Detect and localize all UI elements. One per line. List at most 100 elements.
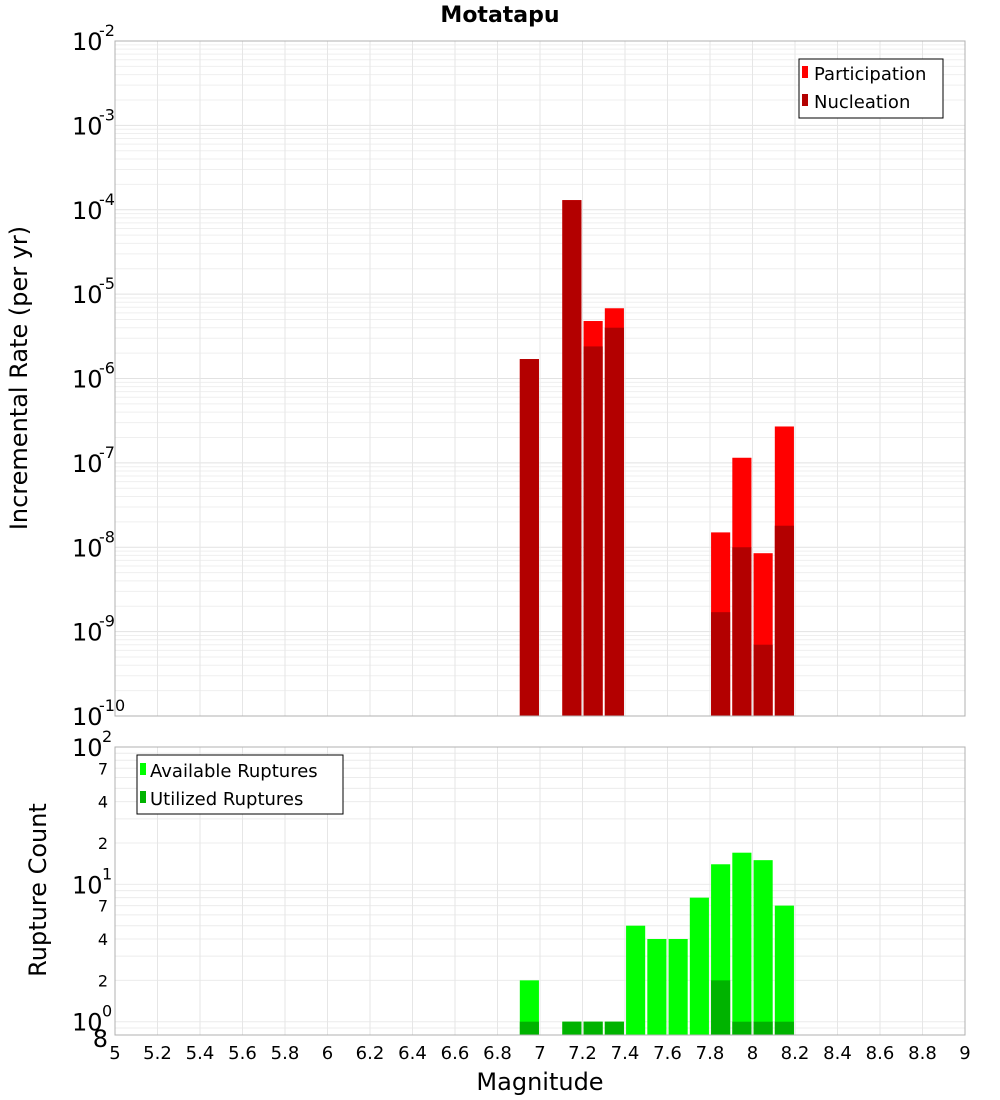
y-tick-exponent: -10: [99, 696, 125, 715]
bottom-plot-border: [114, 746, 966, 1036]
y-tick-exponent: -6: [99, 359, 115, 378]
legend-label-participation: Participation: [814, 64, 926, 85]
x-tick-label: 7.2: [568, 1043, 597, 1064]
y-tick-base: 10: [72, 871, 103, 899]
x-tick-label: 6.4: [398, 1043, 427, 1064]
y-tick-base: 10: [72, 197, 103, 225]
top-y-tick-label: 10-3: [72, 105, 115, 140]
bar-utilized-ruptures-m6.95: [519, 1021, 539, 1035]
bar-nucleation-m7.15: [562, 200, 582, 716]
bar-nucleation-m7.95: [732, 547, 752, 716]
legend-swatch-available: [140, 763, 146, 775]
y-tick-base: 10: [72, 366, 103, 394]
y-tick-minor-label: 7: [98, 897, 108, 916]
bar-available-ruptures-m7.45: [626, 925, 646, 1035]
x-tick-label: 8.4: [823, 1043, 852, 1064]
y-tick-base: 10: [72, 1009, 103, 1037]
top-y-tick-label: 10-2: [72, 21, 115, 56]
y-tick-exponent: 0: [102, 1002, 112, 1021]
top-y-tick-label: 10-10: [72, 696, 125, 731]
legend-swatch-nucleation: [802, 94, 808, 106]
bar-available-ruptures-m8.05: [753, 860, 773, 1035]
x-tick-label: 7: [534, 1043, 545, 1064]
bar-nucleation-m8.15: [774, 525, 794, 716]
top-y-axis-label: Incremental Rate (per yr): [5, 226, 33, 530]
bottom-y-tick-label: 8: [93, 1025, 108, 1053]
y-tick-exponent: -4: [99, 190, 115, 209]
y-tick-exponent: -7: [99, 443, 115, 462]
x-tick-label: 9: [959, 1043, 970, 1064]
bar-utilized-ruptures-m8.15: [774, 1021, 794, 1035]
y-tick-base: 10: [72, 281, 103, 309]
top-gridlines: [114, 41, 966, 717]
x-tick-label: 8.6: [866, 1043, 895, 1064]
x-tick-label: 5.6: [228, 1043, 257, 1064]
bar-available-ruptures-m6.95: [519, 980, 539, 1035]
y-tick-minor-label: 7: [98, 759, 108, 778]
x-tick-label: 7.6: [653, 1043, 682, 1064]
bottom-y-tick-label: 2: [98, 834, 108, 853]
x-tick-label: 5: [109, 1043, 120, 1064]
y-tick-exponent: -8: [99, 527, 115, 546]
x-tick-label: 7.8: [696, 1043, 725, 1064]
y-tick-base: 10: [72, 703, 103, 731]
x-tick-label: 7.4: [611, 1043, 640, 1064]
top-y-tick-label: 10-6: [72, 359, 115, 394]
chart-title: Motatapu: [440, 3, 559, 28]
legend-label-nucleation: Nucleation: [814, 92, 910, 113]
x-tick-label: 6.8: [483, 1043, 512, 1064]
bar-utilized-ruptures-m8.05: [753, 1021, 773, 1035]
bottom-y-tick-label: 7: [98, 759, 108, 778]
x-tick-label: 8.8: [908, 1043, 937, 1064]
bar-nucleation-m7.85: [711, 612, 731, 716]
bar-available-ruptures-m7.65: [668, 939, 688, 1035]
y-tick-base: 10: [72, 28, 103, 56]
top-y-tick-label: 10-8: [72, 527, 115, 562]
top-y-tick-label: 10-7: [72, 443, 115, 478]
bar-nucleation-m7.35: [604, 327, 624, 716]
top-y-tick-label: 10-4: [72, 190, 115, 225]
y-tick-exponent: -5: [99, 274, 115, 293]
bar-utilized-ruptures-m7.15: [562, 1021, 582, 1035]
y-tick-minor-label: 2: [98, 971, 108, 990]
bar-utilized-ruptures-m7.25: [583, 1021, 603, 1035]
x-tick-label: 5.4: [186, 1043, 215, 1064]
bar-available-ruptures-m7.95: [732, 852, 752, 1035]
legend-swatch-utilized: [140, 791, 146, 803]
x-tick-label: 6: [322, 1043, 333, 1064]
top-legend: Participation Nucleation: [798, 58, 944, 119]
x-tick-label: 6.2: [356, 1043, 385, 1064]
bar-utilized-ruptures-m7.95: [732, 1021, 752, 1035]
bottom-y-tick-label: 10 1: [72, 864, 112, 899]
x-axis-label: Magnitude: [476, 1068, 603, 1096]
y-tick-minor-label: 8: [93, 1025, 108, 1053]
y-tick-base: 10: [72, 734, 103, 762]
x-tick-label: 8: [747, 1043, 758, 1064]
bar-available-ruptures-m7.55: [647, 939, 667, 1035]
bar-available-ruptures-m8.15: [774, 905, 794, 1035]
bottom-y-tick-label: 7: [98, 897, 108, 916]
y-tick-exponent: 2: [102, 727, 112, 746]
x-tick-labels: 5 5.2 5.4 5.6 5.8 6 6.2 6.4 6.6 6.8 7 7.2 7.4 7.6 7.8 8…: [109, 1043, 970, 1064]
legend-label-utilized-ruptures: Utilized Ruptures: [150, 789, 303, 810]
bar-nucleation-m6.95: [519, 359, 539, 716]
bar-utilized-ruptures-m7.85: [711, 980, 731, 1035]
bottom-y-tick-label: 10 0: [72, 1002, 112, 1037]
y-tick-base: 10: [72, 534, 103, 562]
y-tick-minor-label: 4: [98, 930, 108, 949]
bottom-y-axis-label: Rupture Count: [24, 803, 52, 977]
bar-available-ruptures-m7.75: [689, 897, 709, 1035]
bottom-y-tick-label: 10 2: [72, 727, 112, 762]
bottom-y-tick-label: 4: [98, 793, 108, 812]
y-tick-exponent: -2: [99, 21, 115, 40]
y-tick-exponent: -3: [99, 105, 115, 124]
bottom-y-tick-label: 4: [98, 930, 108, 949]
bottom-legend: Available Ruptures Utilized Ruptures: [136, 754, 344, 815]
x-tick-label: 8.2: [781, 1043, 810, 1064]
x-tick-label: 5.2: [143, 1043, 172, 1064]
y-tick-exponent: -9: [99, 612, 115, 631]
top-y-tick-label: 10-9: [72, 612, 115, 647]
x-tick-label: 5.8: [271, 1043, 300, 1064]
